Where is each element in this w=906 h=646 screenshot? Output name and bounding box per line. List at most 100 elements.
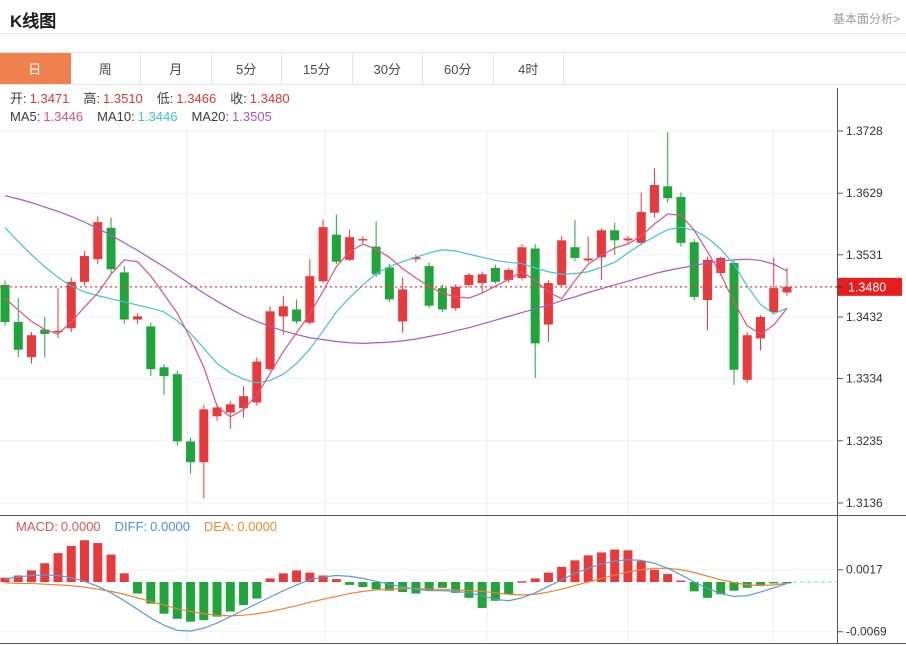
- legend-item: MA5: 1.3446: [10, 109, 83, 125]
- candle-body: [702, 259, 712, 301]
- current-price-badge-text: 1.3480: [848, 280, 886, 294]
- macd-bar: [570, 560, 580, 582]
- candle-body: [27, 335, 37, 358]
- price-label: 1.3235: [846, 434, 883, 448]
- candle-body: [649, 185, 659, 213]
- macd-bar: [0, 577, 10, 582]
- candle-body: [186, 441, 196, 463]
- legend-label: MACD:: [16, 519, 58, 534]
- macd-bar: [649, 569, 659, 582]
- tab-period-6[interactable]: 60分: [423, 53, 494, 84]
- fundamental-analysis-link[interactable]: 基本面分析>: [832, 12, 900, 26]
- macd-bar: [265, 578, 275, 582]
- macd-bar: [66, 545, 76, 582]
- legend-value: 1.3446: [43, 109, 84, 124]
- legend-item: DEA: 0.0000: [204, 519, 277, 535]
- macd-bar: [557, 566, 567, 582]
- candle-body: [769, 288, 779, 312]
- macd-bar: [490, 582, 500, 601]
- macd-bar: [13, 575, 23, 582]
- candle-body: [610, 230, 620, 241]
- candle-body: [239, 396, 249, 409]
- macd-label: 0.0017: [846, 563, 883, 577]
- macd-bar: [239, 582, 249, 606]
- macd-bar: [636, 561, 646, 582]
- candle-body: [371, 246, 381, 275]
- candle-body: [265, 311, 275, 370]
- macd-bar: [159, 582, 169, 614]
- candle-body: [146, 326, 156, 370]
- candle-body: [358, 239, 368, 241]
- tab-period-4[interactable]: 15分: [282, 53, 353, 84]
- legend-value: 1.3446: [137, 109, 178, 124]
- legend-item: 低: 1.3466: [157, 91, 216, 107]
- price-label: 1.3531: [846, 248, 883, 262]
- legend-item: MA10: 1.3446: [97, 109, 177, 125]
- candle-body: [305, 276, 315, 323]
- candle-body: [504, 269, 514, 280]
- candle-body: [0, 284, 10, 323]
- tab-period-2[interactable]: 月: [141, 53, 212, 84]
- candle-body: [570, 247, 580, 258]
- legend-item: 开: 1.3471: [10, 91, 69, 107]
- candle-body: [729, 262, 739, 370]
- macd-bar: [305, 572, 315, 582]
- legend-item: 收: 1.3480: [230, 91, 289, 107]
- candle-body: [477, 274, 487, 284]
- macd-bar: [384, 582, 394, 591]
- candle-body: [292, 309, 302, 322]
- candle-body: [66, 281, 76, 329]
- candle-body: [623, 238, 633, 241]
- tab-period-5[interactable]: 30分: [352, 53, 423, 84]
- macd-bar: [172, 582, 182, 619]
- legend-label: 开:: [10, 91, 27, 106]
- macd-bar: [119, 573, 129, 582]
- macd-bar: [477, 582, 487, 608]
- price-label: 1.3432: [846, 310, 883, 324]
- legend-label: MA20:: [191, 109, 230, 124]
- tab-period-3[interactable]: 5分: [211, 53, 282, 84]
- candle-body: [93, 222, 103, 260]
- page-title: K线图: [10, 12, 57, 31]
- macd-bar: [769, 582, 779, 584]
- macd-bar: [133, 582, 143, 594]
- legend-label: 低:: [156, 91, 174, 106]
- candle-body: [636, 212, 646, 243]
- legend-value: 1.3471: [29, 91, 70, 106]
- candle-body: [517, 247, 527, 279]
- tab-period-0[interactable]: 日: [0, 53, 71, 84]
- candle-body: [557, 240, 567, 285]
- candle-body: [119, 272, 129, 320]
- candle-body: [13, 322, 23, 350]
- legend-label: DIFF:: [114, 519, 148, 534]
- legend-item: MA20: 1.3505: [191, 109, 271, 125]
- candle-body: [543, 283, 553, 325]
- candle-body: [583, 258, 593, 261]
- candle-body: [252, 361, 262, 403]
- price-label: 1.3728: [846, 124, 883, 138]
- candle-body: [278, 306, 288, 317]
- macd-bar: [504, 582, 514, 595]
- macd-bar: [543, 572, 553, 582]
- macd-bar: [782, 582, 792, 584]
- legend-value: 0.0000: [60, 519, 101, 534]
- macd-bar: [755, 582, 765, 585]
- legend-value: 0.0000: [237, 519, 278, 534]
- macd-bar: [186, 582, 196, 622]
- candle-body: [716, 257, 726, 274]
- macd-bar: [663, 574, 673, 582]
- price-label: 1.3334: [846, 372, 883, 386]
- tab-period-1[interactable]: 周: [70, 53, 141, 84]
- candle-body: [133, 316, 143, 320]
- legend-label: DEA:: [203, 519, 235, 534]
- macd-bar: [517, 581, 527, 583]
- tab-period-7[interactable]: 4时: [493, 53, 564, 84]
- legend-label: 高:: [83, 91, 101, 106]
- legend-item: DIFF: 0.0000: [115, 519, 190, 535]
- macd-bar: [689, 582, 699, 592]
- candle-body: [172, 374, 182, 442]
- macd-bar: [345, 582, 355, 585]
- ohlc-legend: 开: 1.3471 高: 1.3510 低: 1.3466 收: 1.3480: [10, 91, 304, 107]
